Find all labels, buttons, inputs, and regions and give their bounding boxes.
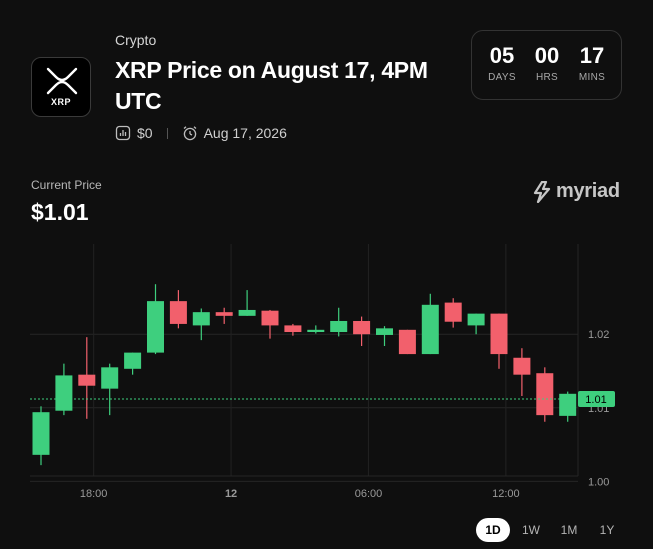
range-button-1y[interactable]: 1Y <box>599 523 615 537</box>
xrp-logo: XRP <box>31 57 91 117</box>
candle[interactable] <box>261 309 279 339</box>
x-tick-label: 12:00 <box>492 488 520 500</box>
candle-body <box>398 329 416 355</box>
meta-divider <box>166 127 168 139</box>
candle[interactable] <box>376 326 393 346</box>
volume-chart-icon <box>115 125 131 141</box>
candle[interactable] <box>421 293 439 355</box>
candle[interactable] <box>169 290 187 329</box>
countdown-hrs: 00 HRS <box>522 43 572 83</box>
x-tick-label: 06:00 <box>355 488 383 500</box>
candle[interactable] <box>353 316 371 346</box>
market-title: XRP Price on August 17, 4PM UTC <box>115 57 428 114</box>
candle-body <box>421 304 439 355</box>
candle-body <box>261 310 279 326</box>
category-label[interactable]: Crypto <box>115 32 157 48</box>
countdown-days-value: 05 <box>489 43 515 68</box>
candle[interactable] <box>330 307 348 337</box>
candle[interactable] <box>238 290 256 316</box>
candle-body <box>330 320 348 333</box>
candle-body <box>284 325 302 333</box>
candle[interactable] <box>101 363 119 416</box>
candle-body <box>101 367 119 389</box>
countdown-timer: 05 DAYS 00 HRS 17 MINS <box>471 30 622 100</box>
candle-body <box>238 309 256 316</box>
y-tick-label: 1.02 <box>588 329 609 341</box>
candle[interactable] <box>559 391 577 422</box>
myriad-logo-icon <box>533 180 551 203</box>
candle[interactable] <box>215 307 233 324</box>
range-button-1w[interactable]: 1W <box>522 523 540 537</box>
candle[interactable] <box>78 337 96 419</box>
candle[interactable] <box>490 313 508 369</box>
logo-text: XRP <box>50 97 71 107</box>
x-tick-label: 12 <box>225 488 237 500</box>
countdown-hrs-value: 00 <box>534 43 560 68</box>
countdown-days: 05 DAYS <box>477 43 527 83</box>
candle-body <box>376 328 393 335</box>
candle[interactable] <box>147 284 164 355</box>
market-meta: $0 Aug 17, 2026 <box>115 124 287 142</box>
candle-body <box>55 375 73 411</box>
candle[interactable] <box>444 298 462 328</box>
current-price-label: Current Price <box>31 178 102 192</box>
candle[interactable] <box>513 348 531 397</box>
time-range-selector: 1D 1W 1M 1Y <box>476 518 628 542</box>
candle-body <box>444 302 462 322</box>
candle-body <box>467 313 485 326</box>
countdown-mins-label: MINS <box>578 72 606 83</box>
candle-body <box>536 373 554 416</box>
volume-value: $0 <box>137 125 153 141</box>
candle[interactable] <box>398 329 416 355</box>
candle-body <box>169 301 187 324</box>
candle[interactable] <box>55 363 73 416</box>
candle-body <box>78 374 96 386</box>
countdown-hrs-label: HRS <box>535 72 558 83</box>
alarm-clock-icon <box>183 126 196 141</box>
range-button-1m[interactable]: 1M <box>560 523 578 537</box>
countdown-mins: 17 MINS <box>567 43 617 83</box>
candle[interactable] <box>536 367 554 422</box>
candle-body <box>307 329 325 333</box>
range-button-1d[interactable]: 1D <box>476 518 510 542</box>
countdown-days-label: DAYS <box>488 72 516 83</box>
candle-body <box>559 393 577 416</box>
candle-body <box>215 312 233 316</box>
candle-body <box>32 412 50 455</box>
candle-body <box>124 352 142 369</box>
candle[interactable] <box>124 352 142 375</box>
x-tick-label: 18:00 <box>80 488 108 500</box>
end-date: Aug 17, 2026 <box>203 125 287 141</box>
candle-body <box>147 301 164 353</box>
candle[interactable] <box>32 406 50 466</box>
candle[interactable] <box>467 313 485 335</box>
xrp-logo-icon <box>46 67 78 95</box>
candle[interactable] <box>284 323 302 336</box>
myriad-brand: myriad <box>532 180 620 203</box>
candle-body <box>513 357 531 375</box>
candle-body <box>490 313 508 355</box>
y-tick-label: 1.00 <box>588 476 609 488</box>
candle[interactable] <box>192 308 210 341</box>
current-price-tag <box>578 390 615 407</box>
candle-body <box>353 320 371 335</box>
current-price-tag-label: 1.01 <box>585 394 606 406</box>
myriad-wordmark: myriad <box>556 180 620 202</box>
countdown-mins-value: 17 <box>579 43 605 68</box>
current-price-value: $1.01 <box>31 199 89 225</box>
candle[interactable] <box>307 325 325 334</box>
candle-body <box>192 312 210 326</box>
